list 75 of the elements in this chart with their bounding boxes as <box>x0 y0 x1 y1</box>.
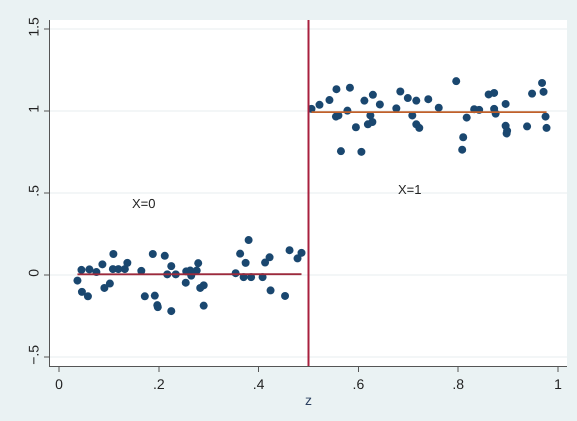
point <box>266 286 275 294</box>
point <box>368 90 377 99</box>
point <box>523 122 532 130</box>
point <box>357 148 366 156</box>
point <box>392 104 400 112</box>
annotation: X=1 <box>398 182 422 197</box>
point <box>346 84 354 92</box>
point <box>85 265 94 274</box>
y-tick-label: .5 <box>25 184 42 197</box>
point <box>298 248 306 257</box>
point <box>336 147 345 156</box>
point <box>462 114 471 122</box>
point <box>360 96 368 105</box>
point <box>540 88 548 96</box>
point <box>404 94 412 102</box>
point <box>236 250 244 258</box>
point <box>200 302 208 310</box>
point <box>412 96 420 105</box>
point <box>244 236 253 244</box>
point <box>281 292 290 300</box>
point <box>538 78 546 87</box>
point <box>542 112 550 121</box>
point <box>140 292 149 300</box>
y-tick-label: 0 <box>25 268 42 277</box>
point <box>84 292 92 300</box>
point <box>242 258 250 267</box>
point <box>167 262 176 270</box>
point <box>352 123 360 132</box>
point <box>368 118 376 126</box>
annotation: X=0 <box>132 196 156 211</box>
point <box>528 90 536 98</box>
point <box>286 246 294 254</box>
point <box>98 260 106 268</box>
point <box>150 292 159 300</box>
point <box>109 250 118 258</box>
point <box>73 276 82 285</box>
point <box>490 88 498 97</box>
x-axis-title: z <box>305 392 312 408</box>
point <box>315 100 324 109</box>
point <box>376 100 384 108</box>
point <box>160 252 169 260</box>
point <box>182 278 190 287</box>
y-tick-label: −.5 <box>25 344 42 365</box>
y-tick-label: 1 <box>25 104 42 113</box>
point <box>424 95 432 104</box>
point <box>106 280 114 288</box>
point <box>123 258 132 267</box>
point <box>459 133 468 142</box>
point <box>434 104 443 112</box>
point <box>194 259 202 268</box>
x-tick-label: .4 <box>252 376 265 392</box>
point <box>77 266 86 274</box>
point <box>266 253 274 262</box>
point <box>542 124 551 132</box>
x-tick-label: .6 <box>352 376 364 392</box>
x-tick-label: .2 <box>152 376 165 392</box>
point <box>452 77 460 86</box>
x-tick-label: 0 <box>55 376 64 392</box>
point <box>502 100 510 108</box>
y-tick-label: 1.5 <box>25 16 42 37</box>
point <box>458 146 466 154</box>
point <box>120 265 129 274</box>
point <box>167 307 176 316</box>
x-tick-label: .8 <box>452 376 464 392</box>
point <box>325 96 334 104</box>
point <box>396 88 404 96</box>
point <box>148 250 157 258</box>
x-tick-label: 1 <box>554 376 562 392</box>
point <box>332 85 340 94</box>
point <box>415 124 424 132</box>
point <box>294 254 302 262</box>
point <box>100 284 108 292</box>
point <box>261 258 270 267</box>
point <box>200 281 208 290</box>
point <box>78 288 86 296</box>
